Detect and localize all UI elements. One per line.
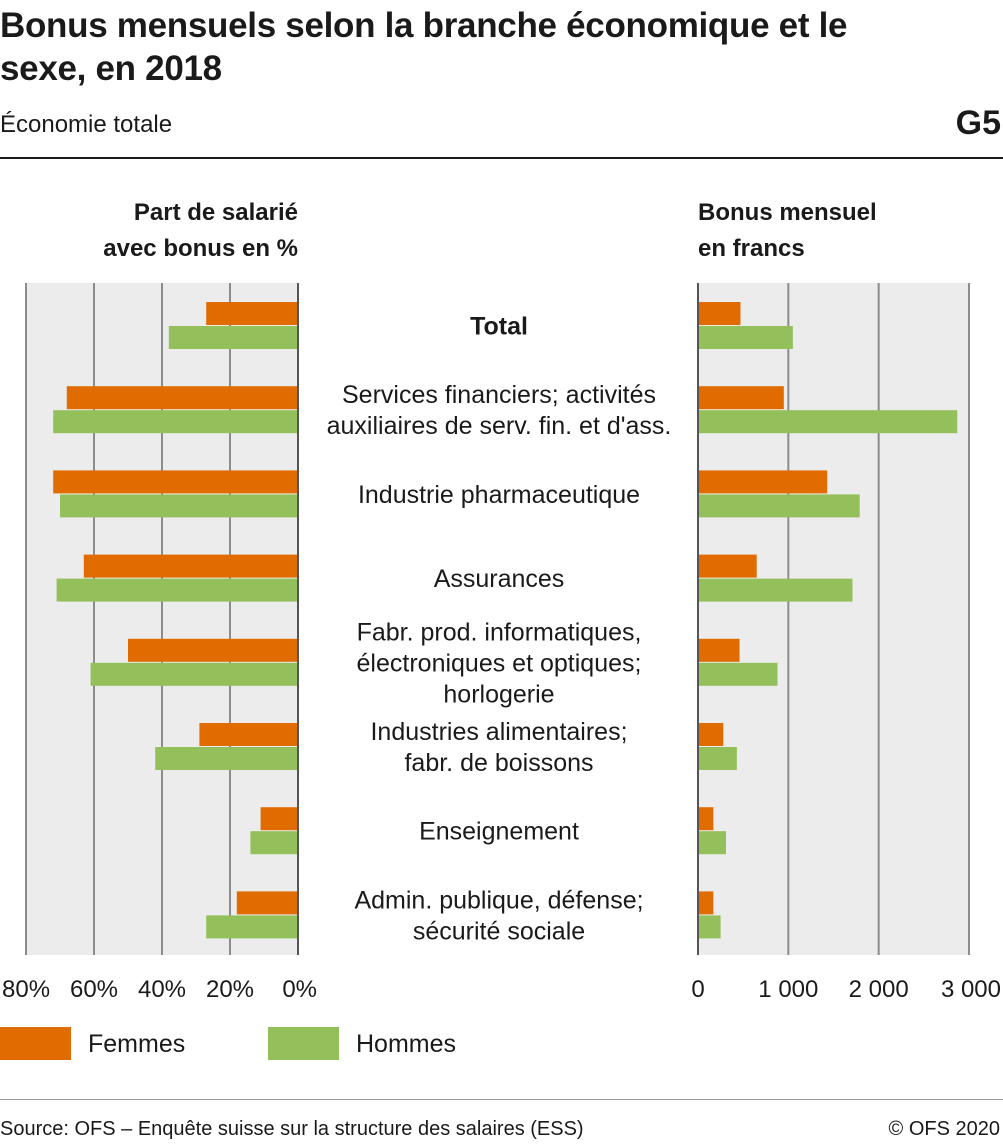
right-bar-femmes (698, 302, 741, 325)
right-bar-hommes (698, 326, 793, 349)
left-bar-femmes (199, 723, 298, 746)
left-tick-label: 20% (206, 976, 254, 1003)
left-bar-femmes (260, 807, 298, 831)
category-label: sécurité sociale (413, 917, 585, 945)
legend-swatch-hommes (268, 1027, 339, 1060)
footer-rule (0, 1099, 1003, 1100)
category-label: Enseignement (419, 818, 579, 846)
right-bar-hommes (698, 578, 853, 602)
right-bar-femmes (698, 807, 714, 831)
right-bar-hommes (698, 747, 737, 770)
right-tick-label: 3 000 (941, 976, 1001, 1003)
category-label: Fabr. prod. informatiques, (357, 618, 642, 646)
left-bar-femmes (53, 470, 299, 494)
left-bar-hommes (155, 747, 298, 770)
left-tick-label: 0% (282, 976, 317, 1003)
category-label: Assurances (434, 565, 565, 593)
left-tick-label: 40% (138, 976, 186, 1003)
legend-label-femmes: Femmes (88, 1030, 186, 1058)
chart-title: Bonus mensuels selon la branche économiq… (0, 6, 848, 88)
legend-swatch-femmes (0, 1027, 71, 1060)
copyright: © OFS 2020 (888, 1118, 1000, 1140)
right-tick-label: 1 000 (758, 976, 818, 1003)
category-label: Total (470, 313, 528, 341)
left-bar-femmes (206, 302, 298, 325)
category-label: auxiliaires de serv. fin. et d'ass. (327, 412, 672, 440)
left-bar-femmes (236, 891, 298, 915)
left-tick-label: 60% (70, 976, 118, 1003)
left-bar-femmes (128, 638, 298, 662)
figure-id: G5 (955, 104, 1001, 142)
right-panel-title: en francs (698, 235, 805, 262)
right-panel-title: Bonus mensuel (698, 199, 877, 226)
left-bar-hommes (60, 494, 298, 518)
right-bar-femmes (698, 554, 757, 578)
category-label: électroniques et optiques; (357, 649, 642, 677)
category-label: Industrie pharmaceutique (358, 481, 640, 509)
right-bar-hommes (698, 831, 727, 855)
left-panel-title: Part de salarié (134, 199, 298, 226)
right-plot-area (698, 283, 969, 955)
right-bar-femmes (698, 470, 828, 494)
header-rule (0, 157, 1003, 159)
right-bar-femmes (698, 891, 714, 915)
left-bar-femmes (66, 386, 298, 410)
right-tick-label: 0 (691, 976, 704, 1003)
legend-label-hommes: Hommes (356, 1030, 457, 1058)
left-bar-hommes (250, 831, 298, 855)
category-label: Industries alimentaires; (370, 718, 627, 746)
category-label: Services financiers; activités (342, 381, 656, 409)
right-bar-hommes (698, 915, 721, 939)
left-bar-hommes (56, 578, 298, 602)
left-bar-hommes (168, 326, 298, 349)
left-bar-hommes (206, 915, 298, 939)
right-bar-hommes (698, 494, 860, 518)
right-bar-femmes (698, 638, 740, 662)
left-bar-hommes (90, 662, 298, 686)
chart-subtitle: Économie totale (0, 111, 173, 138)
left-bar-femmes (83, 554, 298, 578)
right-bar-femmes (698, 723, 724, 746)
right-bar-femmes (698, 386, 784, 410)
category-label: horlogerie (443, 680, 554, 708)
right-bar-hommes (698, 662, 778, 686)
left-panel-title: avec bonus en % (103, 235, 298, 262)
right-tick-label: 2 000 (849, 976, 909, 1003)
left-bar-hommes (53, 410, 299, 434)
bonus-chart: 80% 60% 40% 20% 0% 0 1 000 2 000 3 000 Part de sa… (2, 199, 1001, 1003)
right-bar-hommes (698, 410, 958, 434)
category-label: Admin. publique, défense; (354, 886, 643, 914)
legend: Femmes Hommes (0, 1027, 600, 1067)
left-tick-label: 80% (2, 976, 50, 1003)
category-label: fabr. de boissons (404, 749, 593, 777)
source-note: Source: OFS – Enquête suisse sur la stru… (0, 1118, 584, 1140)
